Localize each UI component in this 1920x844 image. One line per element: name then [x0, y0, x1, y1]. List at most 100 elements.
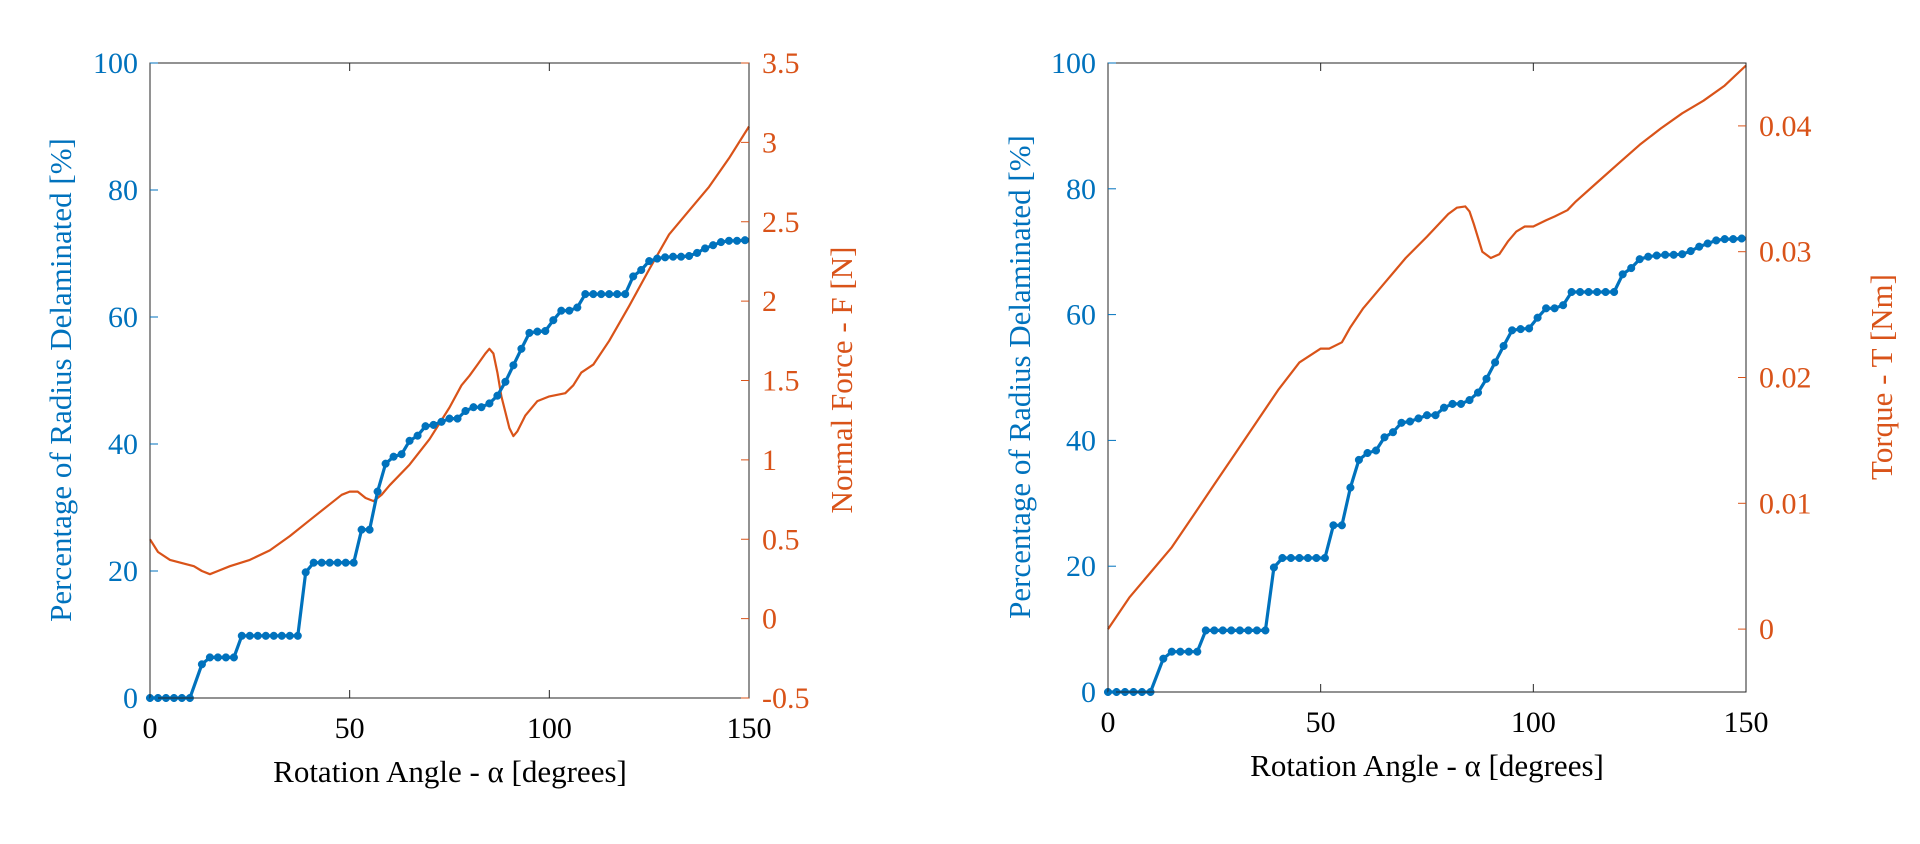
delamination-data-point	[1508, 326, 1517, 335]
delamination-data-point	[1167, 647, 1176, 656]
delamination-data-point	[740, 236, 750, 245]
delamination-data-point	[629, 272, 638, 281]
delamination-data-point	[501, 377, 510, 386]
delamination-data-point	[1542, 304, 1551, 313]
left-y-tick-label: 40	[108, 428, 138, 461]
delamination-data-point	[605, 290, 614, 299]
delamination-data-point	[1159, 654, 1168, 663]
delamination-data-point	[549, 316, 558, 325]
x-tick-label: 0	[1101, 706, 1116, 739]
delamination-data-point	[1576, 287, 1585, 297]
delamination-data-point	[1235, 626, 1244, 635]
delamination-data-point	[565, 306, 574, 315]
delamination-data-point	[1678, 250, 1687, 259]
x-tick-label: 150	[727, 712, 772, 745]
delamination-data-point	[517, 344, 526, 353]
delamination-data-point	[1644, 252, 1653, 261]
delamination-data-point	[237, 631, 246, 640]
left-y-axis-label-left: Percentage of Radius Delaminated [%]	[43, 138, 78, 622]
delamination-data-point	[445, 414, 454, 423]
delamination-data-point	[509, 361, 518, 370]
delamination-data-point	[1269, 563, 1278, 572]
delamination-data-point	[557, 306, 566, 315]
left-y-tick-label: 100	[1051, 47, 1096, 80]
delamination-data-point	[1405, 417, 1415, 426]
delamination-data-point	[677, 252, 686, 261]
right-series-layer-right	[1107, 64, 1747, 630]
delamination-data-point	[1337, 521, 1346, 530]
delamination-data-point	[1176, 647, 1185, 656]
delamination-data-point	[477, 403, 486, 412]
delamination-data-point	[1533, 313, 1542, 322]
torque-series-line	[1107, 64, 1747, 630]
plot-area-left	[150, 63, 749, 698]
delamination-data-point	[197, 660, 206, 669]
delamination-data-point	[1695, 242, 1704, 251]
delamination-data-point	[365, 525, 374, 534]
delamination-data-point	[405, 436, 414, 445]
delamination-data-point	[261, 631, 270, 640]
delamination-data-point	[1312, 553, 1321, 563]
delamination-data-point	[1363, 448, 1372, 458]
delamination-data-point	[1593, 287, 1602, 297]
delamination-data-point	[325, 558, 334, 567]
delamination-data-point	[1184, 647, 1193, 656]
x-ticks-right: 0 50 100 150	[1101, 63, 1769, 739]
delamination-data-point	[373, 487, 382, 496]
delamination-data-point	[317, 558, 326, 567]
delamination-data-point	[1218, 626, 1227, 635]
right-y-ticks-left: -0.5 0 0.5 1 1.5 2 2.5 3 3.5	[741, 47, 810, 715]
x-tick-label: 0	[143, 712, 158, 745]
delamination-data-point	[1388, 428, 1398, 437]
delamination-data-point	[381, 459, 390, 468]
delamination-data-point	[709, 241, 718, 250]
delamination-data-point	[229, 653, 238, 662]
right-y-tick-label: 1.5	[762, 365, 800, 398]
right-y-ticks-right: 0 0.01 0.02 0.03 0.04	[1738, 110, 1812, 646]
right-y-axis-label-right: Torque - T [Nm]	[1864, 274, 1899, 480]
delamination-data-point	[1584, 287, 1593, 297]
delamination-data-point	[1278, 553, 1287, 563]
delamination-data-point	[1482, 374, 1491, 383]
delamination-data-point	[1303, 553, 1312, 563]
left-y-tick-label: 80	[108, 174, 138, 207]
delamination-data-point	[701, 244, 710, 253]
delamination-data-point	[685, 251, 694, 261]
delamination-data-point	[613, 290, 622, 299]
delamination-data-point	[429, 420, 438, 429]
delamination-data-point	[1559, 301, 1568, 310]
delamination-data-point	[1448, 399, 1457, 408]
delamination-data-point	[1686, 247, 1695, 256]
delamination-data-point	[1703, 239, 1712, 248]
delamination-data-point	[637, 265, 646, 275]
left-series-layer-right	[1103, 234, 1746, 697]
delamination-data-point	[1439, 403, 1449, 412]
left-y-axis-label-right: Percentage of Radius Delaminated [%]	[1002, 135, 1037, 619]
delamination-data-point	[525, 328, 534, 337]
delamination-data-point	[221, 653, 230, 662]
delamination-data-point	[453, 414, 462, 423]
delamination-data-point	[389, 452, 398, 461]
delamination-data-point	[716, 238, 726, 247]
delamination-data-point	[253, 631, 262, 640]
delamination-data-point	[213, 653, 222, 662]
delamination-data-point	[1286, 553, 1295, 563]
delamination-data-point	[1567, 287, 1576, 297]
delamination-data-point	[653, 254, 662, 263]
delamination-data-point	[1193, 647, 1202, 656]
delamination-data-point	[1627, 264, 1636, 273]
delamination-data-point	[581, 290, 590, 299]
delamination-data-point	[1431, 411, 1440, 420]
delamination-data-point	[1371, 446, 1381, 455]
left-y-tick-label: 20	[1066, 550, 1096, 583]
delamination-data-point	[277, 631, 286, 640]
delamination-data-point	[333, 558, 342, 567]
delamination-data-point	[693, 248, 702, 257]
delamination-data-point	[485, 399, 494, 408]
delamination-data-point	[1252, 626, 1261, 635]
left-y-tick-label: 40	[1066, 424, 1096, 457]
delamination-data-point	[1456, 399, 1466, 408]
delamination-data-point	[533, 327, 542, 336]
delamination-data-point	[1244, 626, 1253, 635]
